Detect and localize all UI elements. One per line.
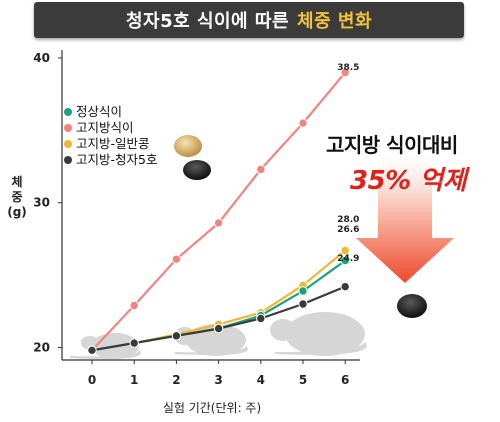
potato-bean-icon xyxy=(174,135,202,157)
legend: 정상식이 고지방식이 고지방-일반콩 고지방-청자5호 xyxy=(64,104,157,168)
end-value-label: 28.0 xyxy=(337,215,359,225)
data-point xyxy=(129,300,139,311)
legend-marker xyxy=(64,124,72,132)
data-point xyxy=(340,255,350,266)
annotation-line2: 35% 억제 xyxy=(350,166,467,196)
data-point xyxy=(87,345,97,356)
data-point xyxy=(213,218,224,228)
end-value-label: 38.5 xyxy=(337,63,359,73)
legend-label: 정상식이 xyxy=(76,104,123,119)
y-tick-label: 20 xyxy=(33,340,50,354)
x-tick-label: 2 xyxy=(172,373,180,387)
legend-item: 고지방-일반콩 xyxy=(64,136,157,152)
x-tick-label: 6 xyxy=(341,373,349,387)
y-tick-label: 40 xyxy=(33,51,50,65)
legend-label: 고지방-청자5호 xyxy=(76,152,158,167)
legend-marker xyxy=(64,140,72,148)
series-layer xyxy=(87,67,350,356)
data-point xyxy=(171,254,182,264)
rat-silhouette-icon xyxy=(270,312,367,356)
data-point xyxy=(256,164,266,175)
axes xyxy=(61,50,360,361)
legend-item: 고지방식이 xyxy=(64,120,157,136)
y-axis-label: 체 중 (g) xyxy=(6,175,28,220)
legend-marker xyxy=(64,156,72,164)
annotation-line1: 고지방 식이대비 xyxy=(326,133,458,157)
y-ticks: 20 30 40 xyxy=(33,51,62,354)
title-highlight: 체중 변화 xyxy=(297,11,373,32)
data-point xyxy=(256,313,266,324)
title-main: 청자5호 식이에 따른 xyxy=(125,11,290,32)
data-point xyxy=(213,323,224,334)
data-point xyxy=(340,245,350,256)
data-point xyxy=(129,338,139,348)
end-value-label: 26.6 xyxy=(337,225,359,235)
black-bean-icon xyxy=(183,160,211,180)
data-point xyxy=(298,286,308,296)
legend-item: 정상식이 xyxy=(64,104,157,120)
end-labels: 26.6 38.5 28.0 24.9 xyxy=(337,63,359,264)
y-tick-label: 30 xyxy=(33,196,50,210)
legend-label: 고지방-일반콩 xyxy=(76,136,150,151)
legend-item: 고지방-청자5호 xyxy=(64,152,157,168)
data-point xyxy=(340,281,350,292)
down-arrow-icon xyxy=(356,150,454,283)
x-axis-label: 실험 기간(단위: 주) xyxy=(163,401,261,415)
x-tick-label: 4 xyxy=(257,373,265,387)
y-axis-label-text: 체 중 (g) xyxy=(7,175,27,219)
x-tick-label: 0 xyxy=(88,373,96,387)
black-bean-icon xyxy=(397,294,427,318)
data-point xyxy=(298,118,308,128)
x-ticks: 0 1 2 3 4 5 6 xyxy=(88,360,349,387)
legend-label: 고지방식이 xyxy=(76,120,134,135)
x-tick-label: 3 xyxy=(214,373,222,387)
x-tick-label: 5 xyxy=(299,373,307,387)
data-point xyxy=(340,67,350,78)
legend-marker xyxy=(64,108,72,116)
data-point xyxy=(298,299,308,309)
x-tick-label: 1 xyxy=(130,373,138,387)
end-value-label: 24.9 xyxy=(337,254,359,264)
title-bar: 청자5호 식이에 따른 체중 변화 xyxy=(34,2,464,38)
data-point xyxy=(171,331,182,341)
